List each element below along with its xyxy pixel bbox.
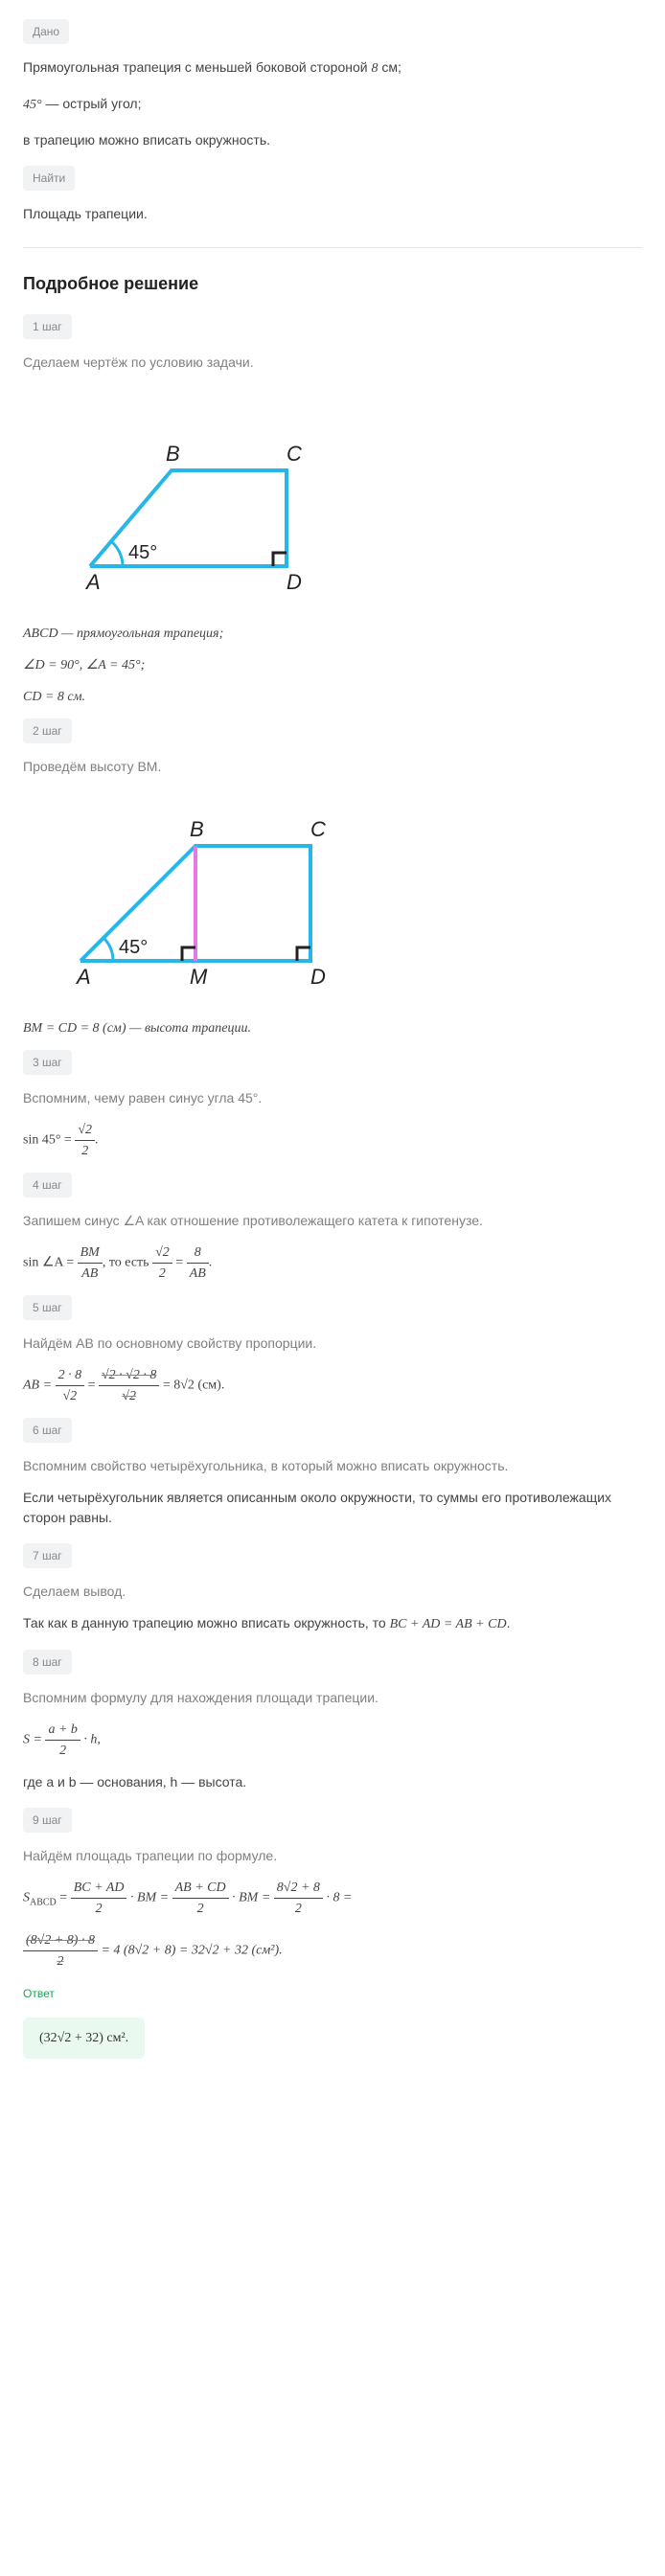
step3-chip: 3 шаг — [23, 1050, 72, 1075]
step4-chip: 4 шаг — [23, 1173, 72, 1197]
step9-chip: 9 шаг — [23, 1808, 72, 1833]
step8-frac: a + b 2 — [45, 1720, 80, 1761]
given-line-1c: см; — [378, 59, 401, 75]
find-chip: Найти — [23, 166, 75, 191]
step3-frac: √2 2 — [75, 1120, 95, 1161]
step3-math: sin 45° = √2 2 . — [23, 1120, 642, 1161]
step1-chip: 1 шаг — [23, 314, 72, 339]
given-line-1: Прямоугольная трапеция с меньшей боковой… — [23, 57, 642, 79]
given-line-2a: 45° — [23, 98, 42, 112]
step9-line1: SABCD = BC + AD2 · BM = AB + CD2 · BM = … — [23, 1878, 642, 1919]
step5-chip: 5 шаг — [23, 1295, 72, 1320]
given-line-2b: — острый угол; — [42, 96, 142, 111]
step1-intro: Сделаем чертёж по условию задачи. — [23, 353, 642, 373]
step8-intro: Вспомним формулу для нахождения площади … — [23, 1688, 642, 1708]
answer-text: (32√2 + 32) см². — [39, 2031, 128, 2045]
step8-note: где a и b — основания, h — высота. — [23, 1772, 642, 1792]
svg-text:D: D — [310, 965, 326, 989]
step6-chip: 6 шаг — [23, 1418, 72, 1443]
svg-text:B: B — [166, 442, 180, 466]
divider — [23, 247, 642, 248]
svg-text:B: B — [190, 817, 204, 841]
step2-chip: 2 шаг — [23, 718, 72, 743]
step3-den: 2 — [75, 1141, 95, 1161]
step4-f1: BM AB — [78, 1242, 103, 1284]
svg-text:C: C — [287, 442, 302, 466]
svg-text:M: M — [190, 965, 208, 989]
step4-math: sin ∠A = BM AB , то есть √2 2 = 8 AB . — [23, 1242, 642, 1284]
svg-text:45°: 45° — [119, 937, 148, 958]
step4-f3: 8 AB — [187, 1242, 209, 1284]
given-line-3: в трапецию можно вписать окружность. — [23, 130, 642, 150]
svg-text:A: A — [84, 570, 101, 594]
step7-text: Так как в данную трапецию можно вписать … — [23, 1613, 642, 1634]
svg-text:A: A — [75, 965, 91, 989]
find-text: Площадь трапеции. — [23, 204, 642, 224]
step1-line3: CD = 8 см. — [23, 687, 642, 707]
trapezoid-figure-1: A B C D 45° — [23, 384, 642, 604]
step4-f2: √2 2 — [152, 1242, 172, 1284]
step5-intro: Найдём AB по основному свойству пропорци… — [23, 1334, 642, 1354]
step3-num: √2 — [75, 1120, 95, 1141]
svg-text:C: C — [310, 817, 326, 841]
step6-intro: Вспомним свойство четырёхугольника, в ко… — [23, 1456, 642, 1476]
trapezoid-figure-2: A B C D M 45° — [23, 788, 642, 999]
step7-chip: 7 шаг — [23, 1543, 72, 1568]
step1-line2: ∠D = 90°, ∠A = 45°; — [23, 655, 642, 675]
step1-line1: ABCD — прямоугольная трапеция; — [23, 624, 642, 644]
given-line-2: 45° — острый угол; — [23, 94, 642, 115]
step2-intro: Проведём высоту BM. — [23, 757, 642, 777]
svg-text:D: D — [287, 570, 302, 594]
step5-f2: √2 · √2 · 8 √2 — [99, 1365, 159, 1406]
step9-intro: Найдём площадь трапеции по формуле. — [23, 1846, 642, 1866]
step7-intro: Сделаем вывод. — [23, 1582, 642, 1602]
solution-heading: Подробное решение — [23, 271, 642, 297]
given-line-1a: Прямоугольная трапеция с меньшей боковой… — [23, 59, 371, 75]
given-chip: Дано — [23, 19, 69, 44]
svg-text:45°: 45° — [128, 542, 157, 563]
step4-prefix: sin ∠A = — [23, 1256, 78, 1270]
answer-box: (32√2 + 32) см². — [23, 2017, 145, 2059]
step6-text: Если четырёхугольник является описанным … — [23, 1488, 642, 1528]
step8-chip: 8 шаг — [23, 1650, 72, 1675]
step4-intro: Запишем синус ∠A как отношение противоле… — [23, 1211, 642, 1231]
step3-intro: Вспомним, чему равен синус угла 45°. — [23, 1088, 642, 1108]
step8-formula: S = a + b 2 · h, — [23, 1720, 642, 1761]
step9-line2: (8√2 + 8) · 82 = 4 (8√2 + 8) = 32√2 + 32… — [23, 1930, 642, 1972]
step3-prefix: sin 45° = — [23, 1133, 75, 1148]
step5-math: AB = 2 · 8 √2 = √2 · √2 · 8 √2 = 8√2 (см… — [23, 1365, 642, 1406]
answer-chip: Ответ — [23, 1985, 55, 2002]
step5-f1: 2 · 8 √2 — [56, 1365, 85, 1406]
step2-line1: BM = CD = 8 (см) — высота трапеции. — [23, 1018, 642, 1038]
